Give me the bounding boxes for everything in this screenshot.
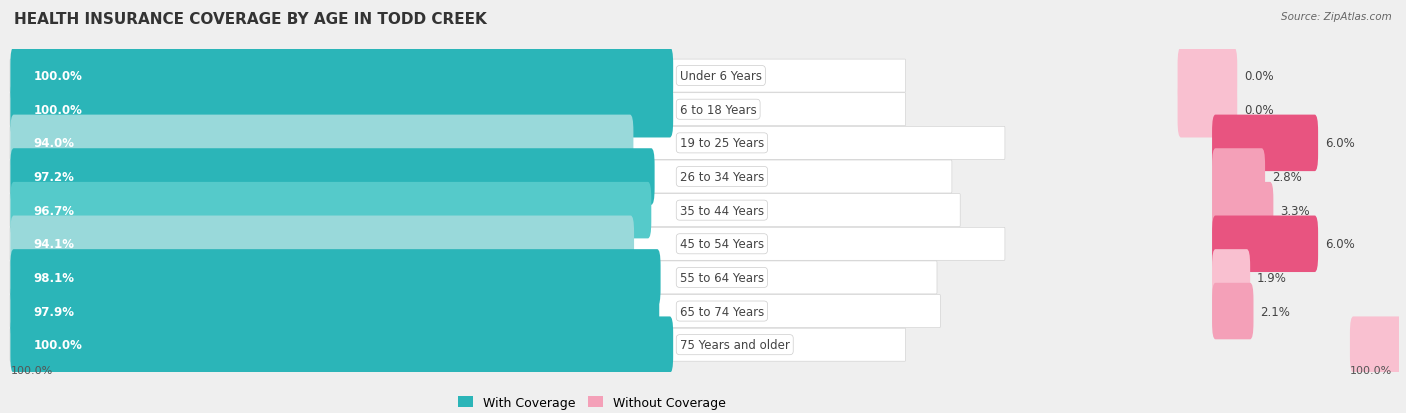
Text: 96.7%: 96.7% — [34, 204, 75, 217]
Text: 35 to 44 Years: 35 to 44 Years — [681, 204, 763, 217]
Text: 45 to 54 Years: 45 to 54 Years — [681, 238, 763, 251]
Text: 2.8%: 2.8% — [1271, 171, 1302, 183]
FancyBboxPatch shape — [10, 328, 905, 361]
FancyBboxPatch shape — [10, 82, 673, 138]
FancyBboxPatch shape — [1178, 48, 1237, 104]
Text: 100.0%: 100.0% — [10, 365, 52, 375]
FancyBboxPatch shape — [1212, 283, 1254, 339]
Text: 2.1%: 2.1% — [1260, 305, 1289, 318]
FancyBboxPatch shape — [10, 115, 633, 172]
FancyBboxPatch shape — [1212, 115, 1317, 172]
Text: 94.0%: 94.0% — [34, 137, 75, 150]
Text: 26 to 34 Years: 26 to 34 Years — [681, 171, 763, 183]
FancyBboxPatch shape — [10, 48, 673, 104]
FancyBboxPatch shape — [1178, 82, 1237, 138]
Text: 94.1%: 94.1% — [34, 238, 75, 251]
Text: 97.2%: 97.2% — [34, 171, 75, 183]
Text: 100.0%: 100.0% — [34, 70, 83, 83]
FancyBboxPatch shape — [10, 161, 952, 194]
Text: 0.0%: 0.0% — [1244, 70, 1274, 83]
Text: 6.0%: 6.0% — [1324, 238, 1354, 251]
Text: Under 6 Years: Under 6 Years — [681, 70, 762, 83]
Text: 3.3%: 3.3% — [1279, 204, 1309, 217]
FancyBboxPatch shape — [1350, 317, 1406, 373]
Text: 55 to 64 Years: 55 to 64 Years — [681, 271, 763, 284]
FancyBboxPatch shape — [10, 149, 655, 205]
FancyBboxPatch shape — [10, 228, 1005, 261]
Text: 98.1%: 98.1% — [34, 271, 75, 284]
Text: 97.9%: 97.9% — [34, 305, 75, 318]
Text: 19 to 25 Years: 19 to 25 Years — [681, 137, 763, 150]
Text: 65 to 74 Years: 65 to 74 Years — [681, 305, 763, 318]
Text: Source: ZipAtlas.com: Source: ZipAtlas.com — [1281, 12, 1392, 22]
FancyBboxPatch shape — [10, 60, 905, 93]
FancyBboxPatch shape — [10, 249, 661, 306]
Text: 0.0%: 0.0% — [1244, 104, 1274, 116]
FancyBboxPatch shape — [1212, 249, 1250, 306]
FancyBboxPatch shape — [10, 261, 936, 294]
Text: 75 Years and older: 75 Years and older — [681, 338, 790, 351]
Text: 100.0%: 100.0% — [34, 338, 83, 351]
Text: 1.9%: 1.9% — [1257, 271, 1286, 284]
Text: 6 to 18 Years: 6 to 18 Years — [681, 104, 756, 116]
Text: 100.0%: 100.0% — [1350, 365, 1392, 375]
Legend: With Coverage, Without Coverage: With Coverage, Without Coverage — [453, 391, 731, 413]
FancyBboxPatch shape — [1212, 183, 1274, 239]
Text: 6.0%: 6.0% — [1324, 137, 1354, 150]
FancyBboxPatch shape — [10, 295, 941, 328]
FancyBboxPatch shape — [1212, 149, 1265, 205]
FancyBboxPatch shape — [10, 283, 659, 339]
FancyBboxPatch shape — [10, 317, 673, 373]
FancyBboxPatch shape — [1212, 216, 1317, 273]
FancyBboxPatch shape — [10, 93, 905, 126]
FancyBboxPatch shape — [10, 194, 960, 227]
FancyBboxPatch shape — [10, 216, 634, 273]
Text: 100.0%: 100.0% — [34, 104, 83, 116]
FancyBboxPatch shape — [10, 183, 651, 239]
Text: HEALTH INSURANCE COVERAGE BY AGE IN TODD CREEK: HEALTH INSURANCE COVERAGE BY AGE IN TODD… — [14, 12, 486, 27]
FancyBboxPatch shape — [10, 127, 1005, 160]
